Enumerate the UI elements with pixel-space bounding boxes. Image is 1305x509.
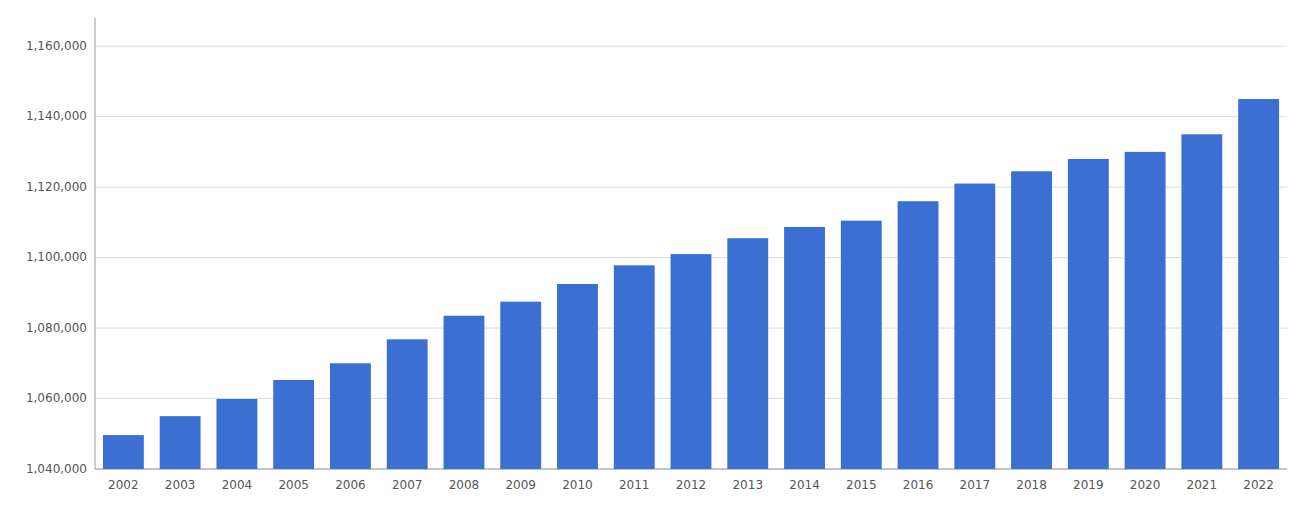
bar	[1068, 159, 1109, 469]
bar	[557, 284, 598, 469]
y-tick-label: 1,120,000	[26, 180, 87, 194]
bar	[841, 221, 882, 469]
x-tick-label: 2019	[1073, 478, 1104, 492]
x-tick-label: 2014	[789, 478, 820, 492]
bar	[103, 435, 144, 469]
bar	[444, 316, 485, 469]
y-tick-label: 1,160,000	[26, 39, 87, 53]
bar	[216, 399, 257, 469]
bar	[500, 302, 541, 469]
bar	[1011, 171, 1052, 469]
x-tick-label: 2018	[1016, 478, 1047, 492]
x-tick-label: 2011	[619, 478, 650, 492]
bar	[1125, 152, 1166, 469]
x-tick-label: 2003	[165, 478, 196, 492]
x-tick-label: 2022	[1243, 478, 1274, 492]
x-tick-label: 2016	[903, 478, 934, 492]
x-tick-label: 2010	[562, 478, 593, 492]
bar	[898, 201, 939, 469]
x-axis: 2002 2003 2004 2005 2006 2007 2008 2009 2010 2011…	[108, 478, 1274, 492]
grid-line	[95, 116, 1287, 117]
x-tick-label: 2002	[108, 478, 139, 492]
x-tick-label: 2005	[278, 478, 309, 492]
y-tick-label: 1,140,000	[26, 109, 87, 123]
bar	[954, 184, 995, 469]
x-tick-label: 2015	[846, 478, 877, 492]
grid-line	[95, 46, 1287, 47]
chart-container: 1,040,000 1,060,000 1,080,000 1,100,000 1,12…	[0, 0, 1305, 509]
x-tick-label: 2012	[676, 478, 707, 492]
bars	[103, 99, 1279, 469]
bar	[330, 363, 371, 469]
bar	[1238, 99, 1279, 469]
x-tick-label: 2007	[392, 478, 423, 492]
y-axis-line	[95, 18, 96, 469]
y-tick-label: 1,060,000	[26, 391, 87, 405]
y-tick-label: 1,080,000	[26, 321, 87, 335]
bar	[273, 380, 314, 469]
y-tick-label: 1,040,000	[26, 462, 87, 476]
bar	[614, 265, 655, 469]
bar	[727, 238, 768, 469]
x-tick-label: 2009	[505, 478, 536, 492]
chart-svg: 1,040,000 1,060,000 1,080,000 1,100,000 1,12…	[0, 0, 1305, 509]
y-tick-label: 1,100,000	[26, 250, 87, 264]
x-tick-label: 2017	[960, 478, 991, 492]
x-tick-label: 2021	[1187, 478, 1218, 492]
x-tick-label: 2008	[449, 478, 480, 492]
bar	[671, 254, 712, 469]
x-tick-label: 2006	[335, 478, 366, 492]
x-tick-label: 2020	[1130, 478, 1161, 492]
x-tick-label: 2004	[222, 478, 253, 492]
x-tick-label: 2013	[732, 478, 763, 492]
bar	[160, 416, 201, 469]
bar	[1181, 134, 1222, 469]
bar	[387, 339, 428, 469]
bar	[784, 227, 825, 469]
